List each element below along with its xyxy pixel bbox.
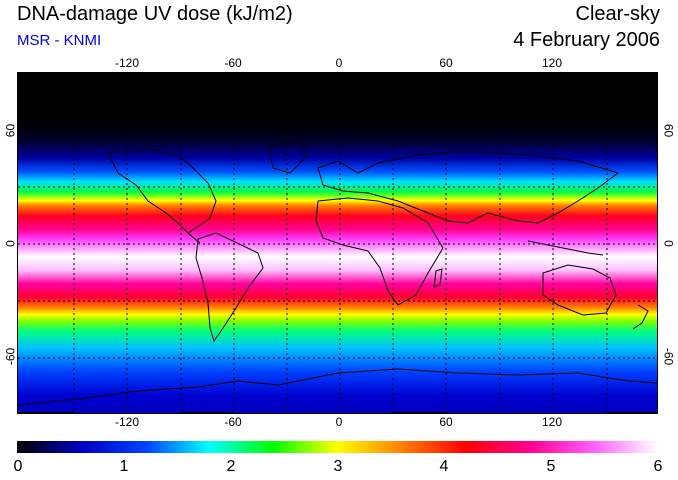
- lon-tick-top: -120: [114, 56, 140, 70]
- date-label: 4 February 2006: [513, 29, 660, 51]
- axis-bar: [607, 412, 657, 413]
- scale-label: 1: [119, 458, 129, 475]
- lon-tick-bottom: 60: [439, 415, 453, 429]
- lon-tick-top: 60: [439, 56, 453, 70]
- scale-label: 5: [546, 458, 556, 475]
- coastlines: [18, 142, 657, 406]
- coastline-indonesia: [527, 240, 604, 256]
- scale-label: 6: [653, 458, 663, 475]
- lat-tick-left: 60: [3, 123, 18, 138]
- axis-bar: [18, 73, 74, 76]
- axis-bar: [393, 412, 446, 413]
- coastline-south-america: [195, 232, 264, 343]
- source-label: MSR - KNMI: [17, 32, 102, 49]
- scale-label: 0: [13, 458, 23, 475]
- axis-bar: [181, 412, 234, 413]
- axis-bar: [607, 73, 657, 76]
- lat-tick-right: 60: [661, 123, 676, 138]
- coastline-madagascar: [433, 268, 443, 288]
- coastline-greenland: [267, 142, 309, 174]
- coastline-africa: [315, 197, 444, 306]
- coastline-europe-asia: [317, 150, 620, 224]
- axis-bar: [181, 73, 234, 76]
- scale-label: 4: [439, 458, 449, 475]
- lat-tick-right: 0: [661, 240, 676, 247]
- scale-label: 2: [226, 458, 236, 475]
- lon-tick-bottom: -60: [224, 415, 242, 429]
- lon-tick-top: 0: [335, 56, 343, 70]
- lat-tick-left: 0: [3, 240, 18, 247]
- lon-tick-bottom: 0: [335, 415, 343, 429]
- lon-tick-bottom: -120: [114, 415, 140, 429]
- lon-tick-top: -60: [224, 56, 242, 70]
- sky-condition-label: Clear-sky: [575, 3, 660, 25]
- lon-tick-top: 120: [541, 56, 563, 70]
- map-overlay: [18, 73, 657, 413]
- axis-bar: [18, 412, 74, 413]
- coastline-north-america: [107, 148, 217, 244]
- coastline-new-zealand: [632, 304, 649, 330]
- color-scale-bar: [17, 441, 658, 453]
- chart-title: DNA-damage UV dose (kJ/m2): [17, 3, 293, 25]
- lat-tick-left: -60: [3, 347, 18, 366]
- coastline-australia: [542, 264, 617, 316]
- coastline-antarctica: [18, 368, 657, 406]
- scale-label: 3: [333, 458, 343, 475]
- lon-tick-bottom: 120: [541, 415, 563, 429]
- uv-dose-map: [17, 72, 658, 414]
- lat-tick-right: -60: [661, 347, 676, 366]
- axis-bar: [393, 73, 446, 76]
